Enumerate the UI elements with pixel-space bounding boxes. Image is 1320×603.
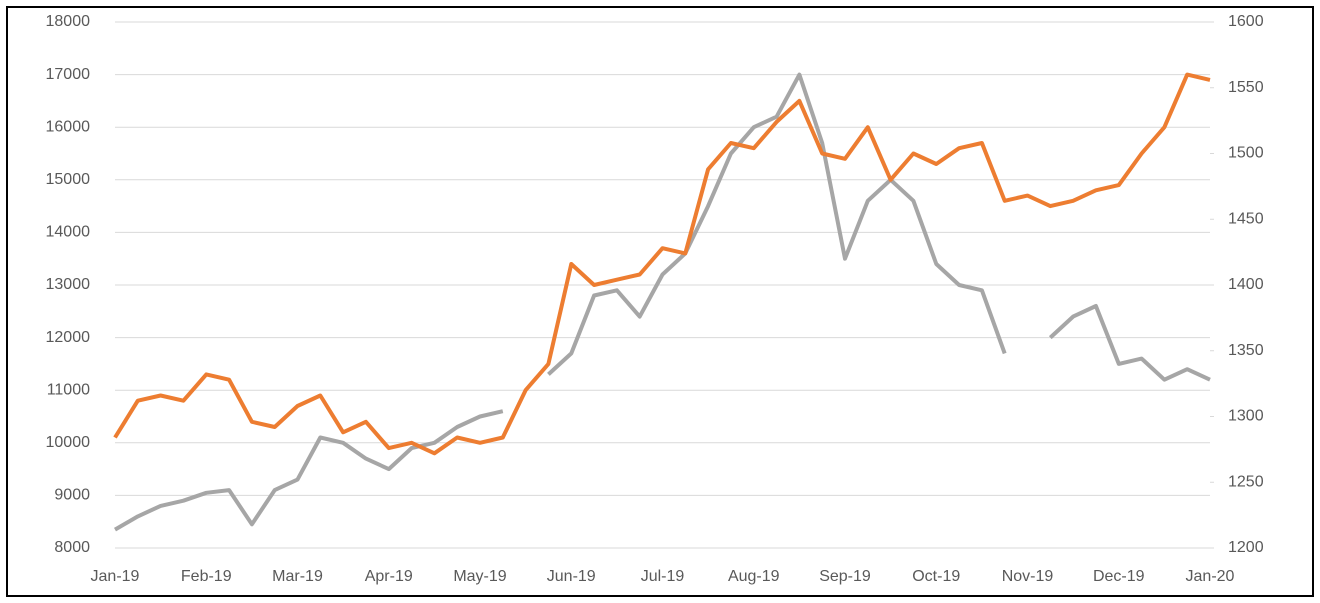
y-tick-label: 18000 [46,13,91,30]
chart-frame [6,6,1314,597]
y2-tick-label: 1600 [1228,13,1264,30]
x-tick-label: Oct-19 [912,568,960,585]
x-tick-label: Dec-19 [1093,568,1145,585]
y2-tick-label: 1400 [1228,276,1264,293]
series-line [113,72,1211,456]
y2-tick-label: 1200 [1228,539,1264,556]
y-tick-label: 11000 [47,381,90,398]
y-tick-label: 15000 [46,171,91,188]
x-tick-label: Apr-19 [365,568,413,585]
y-tick-label: 10000 [46,434,91,451]
x-tick-label: Aug-19 [728,568,780,585]
x-tick-label: Mar-19 [272,568,323,585]
x-tick-label: May-19 [453,568,506,585]
x-tick-label: Sep-19 [819,568,871,585]
x-tick-label: Jul-19 [641,568,685,585]
y-tick-label: 16000 [46,118,91,135]
y-tick-label: 9000 [54,487,90,504]
y-tick-label: 13000 [46,276,91,293]
y-tick-label: 14000 [46,224,91,241]
x-tick-label: Nov-19 [1002,568,1054,585]
y-tick-label: 8000 [54,539,90,556]
x-tick-label: Feb-19 [181,568,232,585]
y-tick-label: 12000 [46,329,91,346]
series-line [113,72,1211,532]
y2-tick-label: 1350 [1228,342,1264,359]
x-tick-label: Jun-19 [547,568,596,585]
x-tick-label: Jan-20 [1186,568,1235,585]
y-tick-label: 17000 [46,66,91,83]
x-tick-label: Jan-19 [91,568,140,585]
y2-tick-label: 1450 [1228,210,1264,227]
y2-tick-label: 1550 [1228,79,1264,96]
y2-tick-label: 1500 [1228,145,1264,162]
y2-tick-label: 1250 [1228,473,1264,490]
y2-tick-label: 1300 [1228,408,1264,425]
